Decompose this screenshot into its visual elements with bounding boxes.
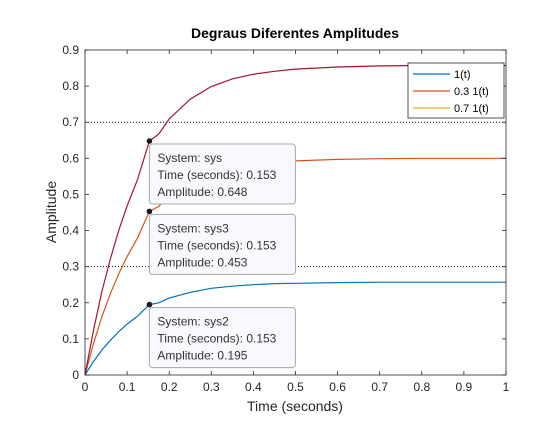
x-tick-label: 0: [82, 380, 89, 394]
x-tick-label: 1: [503, 380, 510, 394]
x-tick-label: 0.6: [329, 380, 346, 394]
data-tip-marker[interactable]: [146, 208, 153, 215]
y-tick-label: 0.9: [62, 43, 79, 57]
data-tip-text: Amplitude: 0.195: [157, 349, 247, 363]
data-tip-marker[interactable]: [146, 301, 153, 308]
x-tick-label: 0.3: [203, 380, 220, 394]
y-tick-label: 0.1: [62, 332, 79, 346]
data-tip-text: System: sys: [157, 151, 222, 165]
x-tick-label: 0.7: [371, 380, 388, 394]
y-tick-label: 0.7: [62, 115, 79, 129]
data-tip-box: [148, 213, 296, 275]
y-tick-label: 0.2: [62, 296, 79, 310]
data-tip-text: System: sys3: [157, 221, 229, 235]
data-tip-box: [148, 143, 296, 205]
data-tip-1[interactable]: System: sys3 Time (seconds): 0.153 Amplitu…: [146, 208, 296, 275]
y-tick-label: 0.8: [62, 79, 79, 93]
series-line-0[interactable]: [84, 281, 506, 376]
data-tip-text: Time (seconds): 0.153: [157, 168, 276, 182]
x-tick-label: 0.4: [245, 380, 262, 394]
y-tick-label: 0.3: [62, 260, 79, 274]
x-tick-label: 0.8: [413, 380, 430, 394]
legend-label: 0.3 1(t): [454, 86, 489, 98]
series-line-2[interactable]: [84, 64, 506, 376]
data-tip-2[interactable]: System: sys2 Time (seconds): 0.153 Amplitu…: [146, 301, 296, 369]
data-tip-0[interactable]: System: sys Time (seconds): 0.153 Amplitud…: [146, 138, 296, 205]
legend-item-2[interactable]: 0.7 1(t): [413, 103, 489, 115]
x-tick-label: 0.9: [456, 380, 473, 394]
y-tick-label: 0.4: [62, 224, 79, 238]
legend-label: 1(t): [454, 69, 471, 81]
x-tick-label: 0.1: [119, 380, 136, 394]
data-tip-text: Time (seconds): 0.153: [157, 238, 276, 252]
axis-ticks: 0 0.1 0.2 0.3 0.4 0.5 0.6 0.7 0.8 0.9 1 0 0.1 0.2 0.3 0…: [62, 43, 509, 394]
x-tick-label: 0.2: [161, 380, 178, 394]
data-tip-text: System: sys2: [157, 315, 229, 329]
legend-item-0[interactable]: 1(t): [413, 69, 471, 81]
data-tip-text: Amplitude: 0.648: [157, 185, 247, 199]
data-tip-marker[interactable]: [146, 138, 153, 144]
data-tip-box: [148, 307, 296, 369]
y-tick-label: 0: [72, 368, 79, 382]
y-tick-label: 0.6: [62, 151, 79, 165]
x-tick-label: 0.5: [287, 380, 304, 394]
legend: 1(t) 0.3 1(t) 0.7 1(t): [407, 62, 505, 119]
x-axis-label: Time (seconds): [247, 398, 343, 414]
y-axis-label: Amplitude: [43, 181, 59, 243]
legend-label: 0.7 1(t): [454, 103, 489, 115]
y-tick-label: 0.5: [62, 187, 79, 201]
legend-item-1[interactable]: 0.3 1(t): [413, 86, 489, 98]
data-tips: System: sys Time (seconds): 0.153 Amplitud…: [146, 138, 296, 369]
data-tip-text: Amplitude: 0.453: [157, 255, 247, 269]
data-tip-text: Time (seconds): 0.153: [157, 332, 276, 346]
chart-title: Degraus Diferentes Amplitudes: [191, 25, 399, 41]
